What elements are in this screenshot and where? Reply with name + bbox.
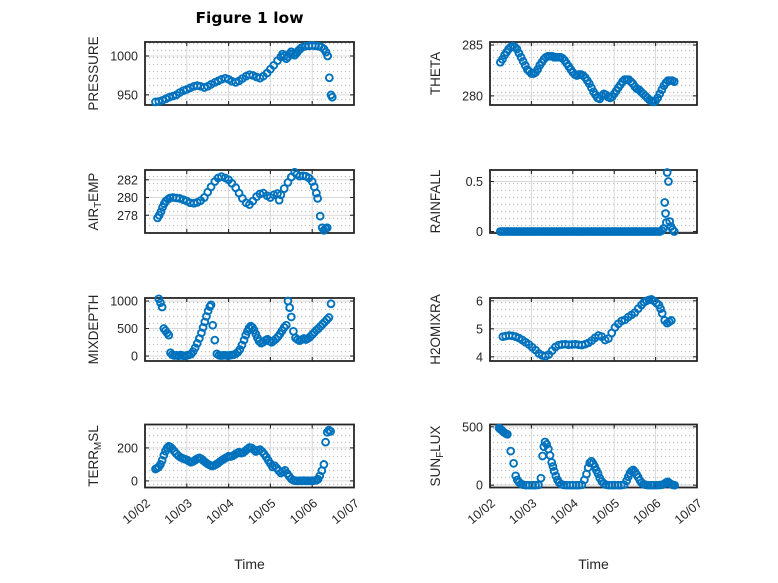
- figure-title: Figure 1 low: [195, 9, 304, 27]
- tick-marks: [144, 424, 355, 488]
- x-tick-label: 10/07: [329, 496, 362, 527]
- subplot-air-temp: 278 280 282 AIRTEMP: [86, 167, 355, 235]
- axes-box: [144, 297, 355, 362]
- minor-grid: [490, 424, 697, 488]
- x-tick-label: 10/02: [120, 496, 153, 527]
- x-tick-label: 10/06: [287, 496, 320, 527]
- y-axis-label-mixdepth: MIXDEPTH: [86, 295, 101, 365]
- y-tick-label: 280: [462, 89, 483, 103]
- y-tick-label: 0.5: [466, 175, 483, 189]
- y-tick-label: 950: [117, 88, 138, 102]
- y-tick-label: 500: [117, 322, 138, 336]
- subplot-sun-flux: 0 500 SUNFLUX 10/02 10/03 10/04 10/05 10/06 10/0…: [428, 420, 705, 527]
- subplot-theta: 280 285 THETA: [428, 39, 698, 107]
- y-tick-label: 5: [476, 322, 483, 336]
- x-tick-label: 10/05: [245, 496, 278, 527]
- y-tick-label: 0: [476, 225, 483, 239]
- tick-marks: [489, 42, 698, 105]
- x-tick-label: 10/03: [162, 496, 195, 527]
- scatter-points: [496, 41, 679, 107]
- axes-box: [489, 423, 698, 489]
- tick-marks: [144, 170, 355, 233]
- y-axis-label-theta: THETA: [428, 52, 443, 95]
- y-axis-label-sun-flux: SUNFLUX: [428, 426, 446, 487]
- x-axis-label-left: Time: [234, 556, 265, 572]
- y-axis-label-terr-msl: TERRMSL: [86, 425, 104, 487]
- x-tick-label: 10/02: [465, 496, 498, 527]
- y-tick-label: 280: [117, 191, 138, 205]
- subplot-terr-msl: 0 200 TERRMSL 10/02 10/03 10/04 10/05 10/06 10/0…: [86, 423, 362, 527]
- y-tick-label: 6: [476, 294, 483, 308]
- tick-marks: [489, 424, 698, 488]
- y-tick-label: 285: [462, 39, 483, 53]
- y-axis-label-air-temp: AIRTEMP: [86, 173, 104, 231]
- minor-grid: [490, 298, 697, 361]
- y-axis-label-rainfall: RAINFALL: [428, 169, 443, 233]
- x-tick-label: 10/06: [631, 496, 664, 527]
- y-tick-label: 0: [476, 479, 483, 493]
- y-tick-label: 278: [117, 209, 138, 223]
- scatter-points: [151, 41, 337, 107]
- major-grid: [145, 170, 354, 233]
- y-tick-label: 1000: [110, 50, 138, 64]
- axes-box: [144, 41, 355, 106]
- y-tick-label: 0: [131, 350, 138, 364]
- axes-box: [144, 423, 355, 489]
- x-tick-label: 10/05: [589, 496, 622, 527]
- major-grid: [490, 298, 697, 361]
- subplot-h2omixra: 4 5 6 H2OMIXRA: [428, 294, 698, 365]
- scatter-points: [154, 294, 336, 361]
- x-tick-label: 10/04: [204, 496, 237, 527]
- y-tick-label: 500: [462, 420, 483, 434]
- scatter-points: [151, 425, 335, 486]
- tick-marks: [489, 298, 698, 361]
- tick-marks: [144, 42, 355, 105]
- scatter-points: [496, 168, 679, 236]
- scatter-points: [494, 423, 679, 490]
- y-tick-label: 0: [131, 474, 138, 488]
- axes-box: [144, 169, 355, 234]
- scatter-points: [498, 295, 676, 361]
- tick-marks: [144, 298, 355, 361]
- subplot-pressure: 950 1000 PRESSURE: [86, 36, 355, 111]
- y-tick-label: 200: [117, 441, 138, 455]
- subplot-mixdepth: 0 500 1000 MIXDEPTH: [86, 294, 355, 365]
- axes-box: [489, 169, 698, 234]
- y-tick-label: 282: [117, 173, 138, 187]
- subplot-rainfall: 0 0.5 RAINFALL: [428, 168, 698, 239]
- y-axis-label-pressure: PRESSURE: [86, 36, 101, 110]
- y-tick-label: 1000: [110, 295, 138, 309]
- x-tick-label: 10/03: [506, 496, 539, 527]
- x-axis-label-right: Time: [578, 556, 609, 572]
- x-tick-label: 10/04: [548, 496, 581, 527]
- scatter-points: [153, 167, 332, 235]
- y-axis-label-h2omixra: H2OMIXRA: [428, 294, 443, 365]
- axes-box: [489, 297, 698, 362]
- y-tick-label: 4: [476, 350, 483, 364]
- x-tick-label: 10/07: [672, 496, 705, 527]
- axes-box: [489, 41, 698, 106]
